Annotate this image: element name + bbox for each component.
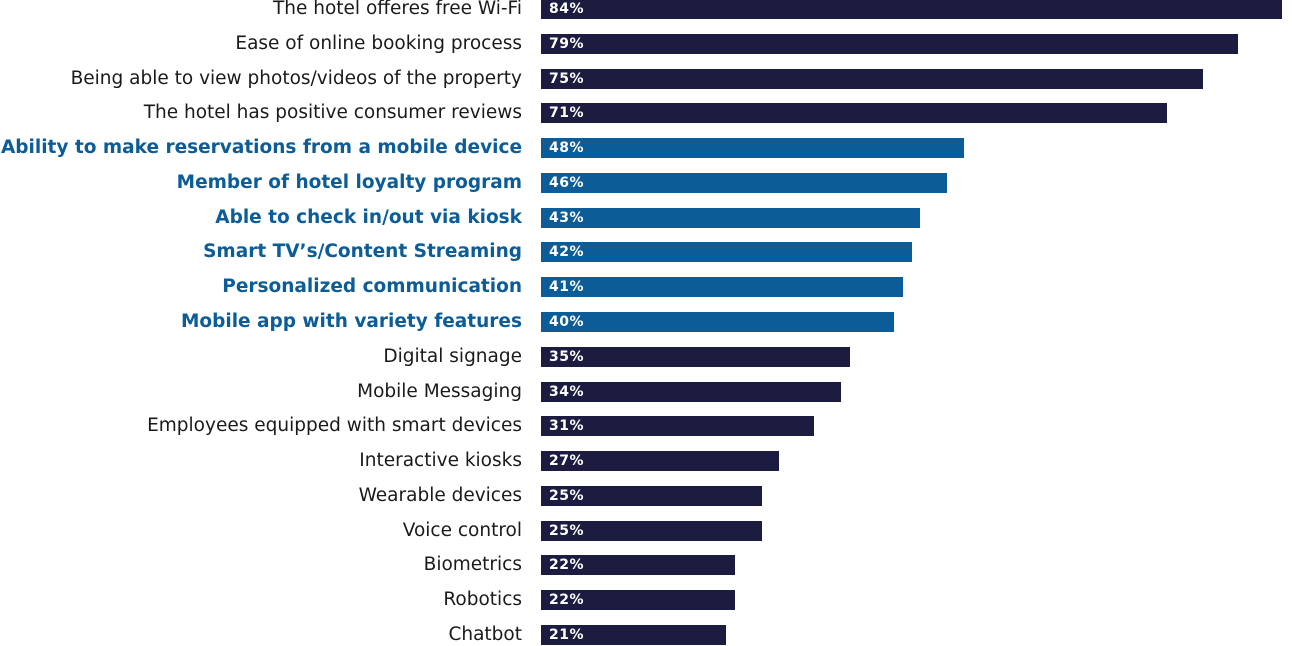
bar: 42%	[541, 242, 912, 263]
data-label: 41%	[549, 279, 585, 296]
data-label: 46%	[549, 174, 585, 191]
data-label: 43%	[549, 209, 585, 226]
data-label: 22%	[549, 592, 585, 609]
bar: 79%	[541, 33, 1238, 54]
data-label: 84%	[549, 1, 585, 17]
category-label: Member of hotel loyalty program	[176, 171, 522, 193]
category-label: Employees equipped with smart devices	[147, 415, 522, 437]
category-label: Biometrics	[423, 554, 522, 576]
category-label: Mobile Messaging	[357, 380, 522, 402]
bar: 22%	[541, 555, 736, 576]
bar: 41%	[541, 277, 903, 298]
category-label: Chatbot	[448, 624, 522, 646]
bar: 34%	[541, 381, 841, 402]
bar: 40%	[541, 312, 894, 333]
data-label: 48%	[549, 140, 585, 157]
category-label: Wearable devices	[358, 484, 522, 506]
bar: 84%	[541, 0, 1282, 19]
category-label: Able to check in/out via kiosk	[215, 206, 522, 228]
category-label: Interactive kiosks	[359, 450, 522, 472]
data-label: 75%	[549, 70, 585, 87]
data-label: 22%	[549, 557, 585, 574]
bar: 46%	[541, 172, 947, 193]
category-label: Voice control	[402, 519, 522, 541]
category-label: Being able to view photos/videos of the …	[70, 67, 522, 89]
data-label: 31%	[549, 418, 585, 435]
data-label: 27%	[549, 453, 585, 470]
bar: 21%	[541, 625, 727, 646]
data-label: 79%	[549, 35, 585, 52]
category-label: Ability to make reservations from a mobi…	[0, 137, 522, 159]
bar: 48%	[541, 138, 965, 159]
data-label: 34%	[549, 383, 585, 400]
category-label: Ease of online booking process	[235, 32, 522, 54]
bar: 43%	[541, 207, 921, 228]
bar: 35%	[541, 346, 850, 367]
category-label: Mobile app with variety features	[180, 311, 522, 333]
data-label: 25%	[549, 522, 585, 539]
bar: 22%	[541, 590, 736, 611]
bar: 75%	[541, 68, 1203, 89]
data-label: 25%	[549, 487, 585, 504]
category-label: Robotics	[443, 589, 522, 611]
data-label: 42%	[549, 244, 585, 261]
data-label: 40%	[549, 314, 585, 331]
category-label: Personalized communication	[222, 276, 522, 298]
bar: 25%	[541, 485, 762, 506]
bar: 71%	[541, 103, 1168, 124]
bar: 25%	[541, 520, 762, 541]
category-label: Smart TV’s/Content Streaming	[203, 241, 522, 263]
bar: 27%	[541, 451, 780, 472]
category-label: The hotel offeres free Wi-Fi	[272, 0, 522, 19]
data-label: 21%	[549, 627, 585, 644]
bar: 31%	[541, 416, 815, 437]
data-label: 71%	[549, 105, 585, 122]
data-label: 35%	[549, 348, 585, 365]
category-label: Digital signage	[383, 345, 522, 367]
category-label: The hotel has positive consumer reviews	[143, 102, 522, 124]
